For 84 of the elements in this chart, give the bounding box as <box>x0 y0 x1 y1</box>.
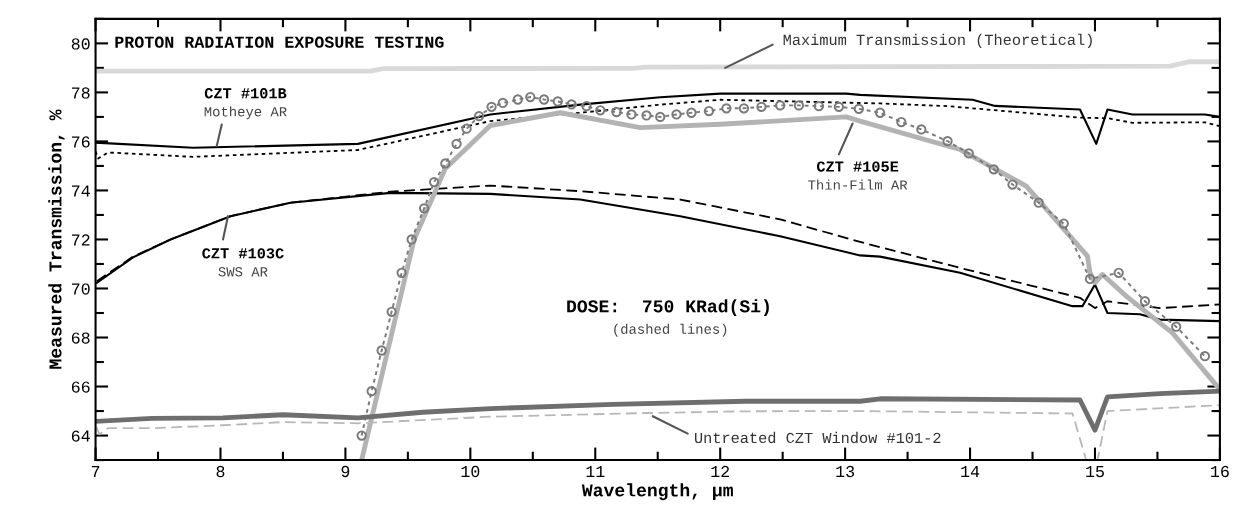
point <box>473 111 485 122</box>
annotation: CZT #103C <box>202 248 284 259</box>
point <box>988 164 999 175</box>
y-tick-label: 66 <box>71 381 90 393</box>
x-tick-label: 15 <box>1086 466 1104 478</box>
annotation: DOSE: 750 KRad(Si) <box>567 299 769 317</box>
point <box>356 430 367 441</box>
point <box>916 124 927 135</box>
point <box>376 345 387 356</box>
x-tick-label: 14 <box>961 466 980 478</box>
point <box>366 386 377 397</box>
y-tick-label: 76 <box>71 136 90 148</box>
y-tick-label: 64 <box>71 430 90 442</box>
point <box>1113 267 1124 278</box>
point <box>486 101 497 112</box>
point <box>813 100 825 112</box>
point <box>497 97 508 109</box>
annotation: CZT #101B <box>204 88 287 99</box>
y-tick-label: 80 <box>71 38 90 50</box>
point <box>512 94 523 105</box>
annotation: (dashed lines) <box>614 323 727 337</box>
y-tick-label: 74 <box>71 185 90 197</box>
annotation: SWS AR <box>218 267 268 277</box>
annotation: Untreated CZT Window #101-2 <box>695 431 941 444</box>
point <box>611 106 622 118</box>
x-axis-title: Wavelength, µm <box>581 483 733 501</box>
y-axis-title: Measured Transmission, % <box>48 109 65 369</box>
line-series <box>95 59 1220 74</box>
point <box>428 176 440 188</box>
annotation: PROTON RADIATION EXPOSURE TESTING <box>115 36 444 48</box>
point <box>1007 179 1018 190</box>
point <box>833 101 845 112</box>
point <box>451 138 462 150</box>
point <box>671 109 682 120</box>
point <box>440 158 451 169</box>
y-tick-label: 68 <box>71 332 90 344</box>
point <box>655 111 666 123</box>
point <box>595 105 606 116</box>
point <box>566 99 577 110</box>
point <box>963 148 974 159</box>
x-tick-label: 13 <box>836 465 855 478</box>
point <box>1171 321 1182 332</box>
point <box>418 203 430 214</box>
point <box>406 234 417 245</box>
annotation: Motheye AR <box>204 106 287 120</box>
y-tick-label: 72 <box>71 234 90 246</box>
point <box>386 306 397 317</box>
point <box>626 109 637 120</box>
x-tick-label: 11 <box>586 466 605 478</box>
annotation: Thin-Film AR <box>808 179 908 190</box>
x-tick-label: 7 <box>91 466 100 478</box>
x-tick-label: 10 <box>461 465 480 478</box>
point <box>552 96 563 107</box>
point <box>721 103 732 114</box>
point <box>538 94 550 105</box>
point <box>461 123 472 134</box>
point <box>793 100 805 111</box>
line-series <box>95 388 1220 433</box>
point <box>775 100 786 111</box>
point <box>581 100 592 112</box>
point <box>756 101 767 112</box>
x-tick-label: 8 <box>216 465 225 478</box>
point <box>1058 218 1069 229</box>
point <box>703 105 715 117</box>
point <box>942 136 953 147</box>
point <box>525 91 536 103</box>
x-tick-label: 9 <box>341 465 350 478</box>
point <box>1199 351 1211 362</box>
y-tick-label: 78 <box>71 87 90 99</box>
y-tick-label: 70 <box>71 283 90 295</box>
annotation: Maximum Transmission (Theoretical) <box>783 33 1092 49</box>
point <box>896 116 907 128</box>
x-tick-label: 16 <box>1211 465 1229 478</box>
point <box>1033 197 1044 208</box>
point <box>738 103 750 114</box>
point <box>641 110 652 121</box>
point <box>396 267 407 278</box>
point <box>1084 273 1096 285</box>
point <box>874 107 886 118</box>
annotation: CZT #105E <box>816 161 899 172</box>
point <box>853 103 864 114</box>
point <box>686 107 697 118</box>
x-tick-label: 12 <box>711 465 730 478</box>
point <box>1139 296 1151 307</box>
